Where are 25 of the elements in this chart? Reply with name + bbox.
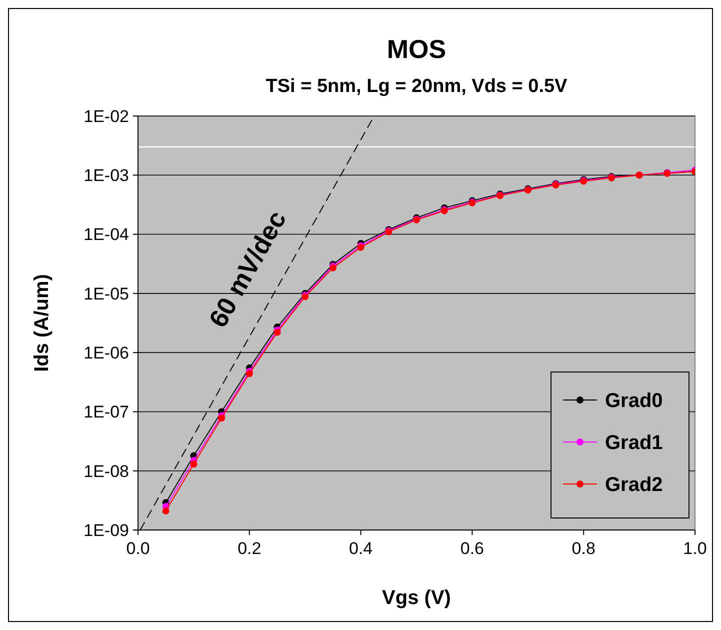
chart-title: MOS	[386, 34, 446, 64]
y-tick-label: 1E-06	[84, 344, 129, 363]
chart-subtitle: TSi = 5nm, Lg = 20nm, Vds = 0.5V	[266, 76, 568, 97]
x-axis-title: Vgs (V)	[382, 587, 451, 609]
point	[218, 414, 226, 422]
legend-label: Grad2	[605, 474, 663, 496]
y-tick-label: 1E-03	[84, 166, 129, 186]
x-tick-label: 0.6	[460, 539, 484, 558]
x-tick-label: 1.0	[683, 539, 707, 558]
legend-label: Grad0	[605, 390, 663, 412]
point	[162, 507, 170, 514]
y-tick-label: 1E-02	[84, 106, 129, 126]
y-tick-label: 1E-08	[84, 462, 129, 481]
y-tick-label: 1E-04	[84, 225, 129, 244]
y-tick-label: 1E-09	[84, 520, 129, 540]
y-tick-label: 1E-07	[84, 402, 129, 422]
legend-label: Grad1	[605, 432, 663, 454]
point	[190, 460, 198, 468]
x-tick-label: 0.0	[126, 539, 150, 558]
x-tick-label: 0.2	[238, 539, 262, 558]
y-tick-label: 1E-05	[84, 284, 129, 304]
point	[246, 370, 253, 378]
x-tick-label: 0.4	[348, 539, 373, 558]
y-axis-title: Ids (A/um)	[31, 274, 53, 372]
x-tick-label: 0.8	[572, 539, 596, 558]
